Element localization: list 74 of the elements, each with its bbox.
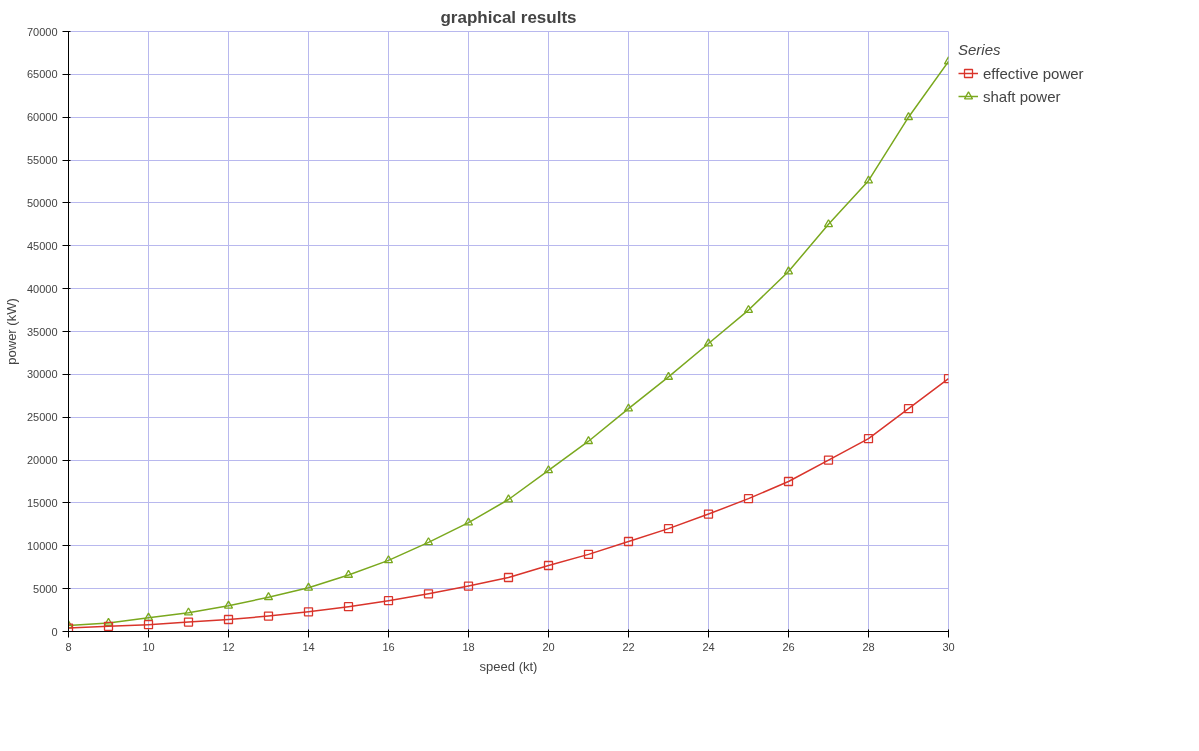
y-tick-label: 35000 <box>26 325 58 338</box>
point <box>223 600 234 609</box>
point <box>783 266 794 275</box>
point <box>343 601 354 612</box>
y-tick-label: 5000 <box>33 582 58 595</box>
y-tick-label: 40000 <box>26 282 58 295</box>
y-tick-label: 65000 <box>26 68 58 81</box>
x-tick-label: 26 <box>782 640 795 653</box>
x-tick-label: 20 <box>542 640 555 653</box>
point <box>303 607 314 617</box>
x-tick-label: 22 <box>622 640 635 653</box>
x-tick-label: 28 <box>862 640 875 653</box>
y-tick-label: 60000 <box>26 111 58 124</box>
point <box>583 549 594 560</box>
point <box>823 455 834 465</box>
x-axis-title: speed (kt) <box>479 658 538 674</box>
point <box>743 304 754 314</box>
x-tick-label: 14 <box>302 640 315 653</box>
point <box>863 433 874 444</box>
point <box>503 494 514 503</box>
x-tick-label: 8 <box>65 640 72 653</box>
y-tick-label: 30000 <box>26 368 58 381</box>
x-tick-label: 30 <box>942 640 955 653</box>
point <box>823 219 834 228</box>
point <box>663 523 674 534</box>
point <box>783 476 794 487</box>
y-tick-label: 10000 <box>26 539 58 552</box>
point <box>383 555 394 564</box>
point <box>623 536 634 547</box>
point <box>263 591 274 601</box>
point <box>463 581 474 591</box>
legend-label: effective power <box>983 64 1084 82</box>
point <box>583 435 594 445</box>
chart-title: graphical results <box>440 7 577 27</box>
y-tick-label: 15000 <box>26 496 58 509</box>
y-tick-label: 50000 <box>26 196 58 209</box>
point <box>423 589 434 599</box>
legend-label: shaft power <box>983 87 1061 105</box>
x-tick-label: 12 <box>222 640 235 653</box>
point <box>303 582 314 591</box>
y-tick-label: 25000 <box>26 411 58 424</box>
point <box>183 617 194 627</box>
point <box>343 569 354 578</box>
point <box>743 493 754 504</box>
point <box>143 619 154 630</box>
y-axis-title: power (kW) <box>3 298 19 365</box>
x-tick-label: 10 <box>142 640 155 653</box>
x-tick-label: 16 <box>382 640 395 653</box>
point <box>703 509 714 519</box>
point <box>903 111 914 121</box>
y-tick-label: 0 <box>51 625 58 638</box>
y-tick-label: 70000 <box>26 25 58 38</box>
point <box>463 517 474 526</box>
point <box>263 611 274 621</box>
point <box>423 537 434 546</box>
y-tick-label: 45000 <box>26 239 58 252</box>
point <box>543 560 554 571</box>
point <box>903 403 914 414</box>
point <box>543 465 554 474</box>
x-tick-label: 24 <box>702 640 715 653</box>
point <box>503 572 514 583</box>
y-tick-label: 20000 <box>26 454 58 467</box>
x-tick-label: 18 <box>462 640 475 653</box>
point <box>863 175 874 184</box>
point <box>703 338 714 347</box>
point <box>623 403 634 412</box>
point <box>383 595 394 606</box>
point <box>663 371 674 380</box>
point <box>143 612 154 621</box>
legend-title: Series <box>958 41 1002 58</box>
point <box>183 607 194 616</box>
point <box>223 614 234 625</box>
point <box>103 621 114 632</box>
y-tick-label: 55000 <box>26 154 58 167</box>
